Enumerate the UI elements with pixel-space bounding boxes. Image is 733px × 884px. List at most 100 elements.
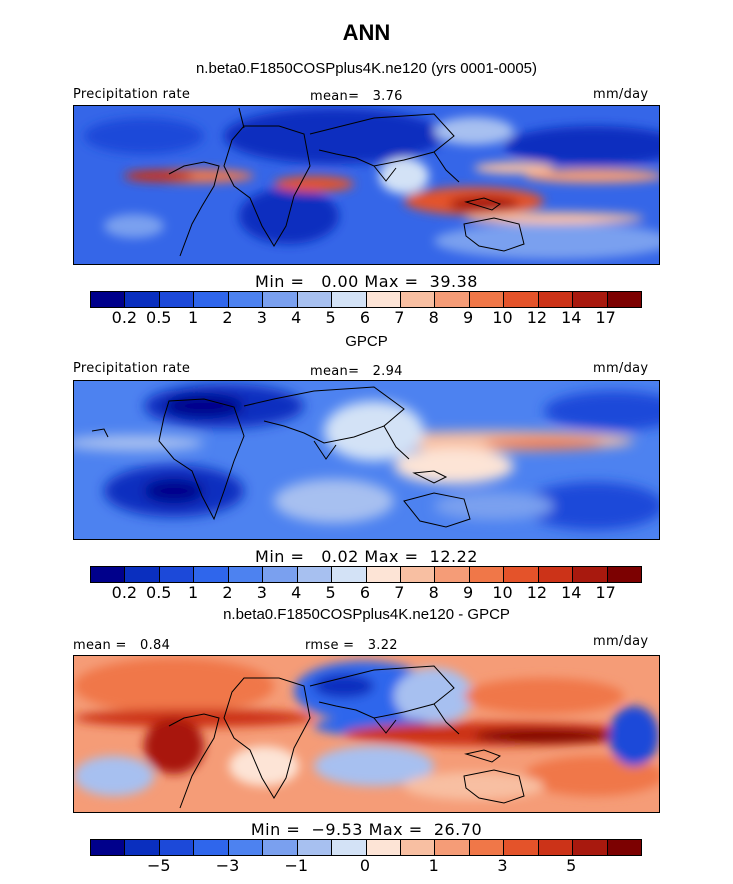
panel3-colorbar-bin	[159, 840, 195, 855]
panel1-colorbar-bin	[435, 292, 470, 307]
panel1-colorbar-tick-label: 2	[222, 308, 233, 327]
panel1-colorbar-bin	[297, 292, 333, 307]
figure-subtitle: n.beta0.F1850COSPplus4K.ne120 (yrs 0001-…	[195, 60, 538, 77]
panel1-colorbar-ticks: 0.2 0.5 1 2 3 4 5 6 7 8 9 10 12 14 17	[90, 308, 640, 328]
panel2-colorbar-tick-label: 1	[188, 583, 199, 602]
panel1-min-max: Min = 0.00 Max = 39.38	[255, 272, 478, 291]
panel2-contour-field	[74, 381, 659, 539]
panel2-colorbar-tick-label: 8	[428, 583, 439, 602]
panel1-colorbar-bin	[400, 292, 436, 307]
panel1-colorbar-tick-label: 5	[325, 308, 336, 327]
panel3-colorbar-tick-label: −1	[284, 856, 309, 875]
panel1-mean: mean= 3.76	[310, 89, 403, 104]
panel3-colorbar-bin	[400, 840, 436, 855]
panel3-colorbar-bin	[504, 840, 539, 855]
panel1-colorbar-bin	[125, 292, 160, 307]
panel2-colorbar-ticks: 0.2 0.5 1 2 3 4 5 6 7 8 9 10 12 14 17	[90, 583, 640, 603]
panel2-precip-map	[73, 380, 660, 540]
panel3-mean: mean = 0.84	[73, 638, 171, 653]
panel2-colorbar-tick-label: 6	[359, 583, 371, 602]
panel2-colorbar-bin	[228, 567, 264, 582]
panel1-colorbar-bin	[538, 292, 574, 307]
panel2-colorbar-bin	[263, 567, 298, 582]
panel2-colorbar-bin	[400, 567, 436, 582]
panel1-colorbar-tick-label: 12	[526, 308, 548, 327]
panel2-colorbar-bin	[297, 567, 333, 582]
panel2-colorbar-tick-label: 7	[394, 583, 405, 602]
panel3-colorbar-bin	[607, 840, 641, 855]
panel3-colorbar-bin	[228, 840, 264, 855]
panel2-min-max: Min = 0.02 Max = 12.22	[255, 547, 478, 566]
panel3-colorbar-tick-label: −3	[215, 856, 240, 875]
panel2-colorbar-tick-label: 9	[463, 583, 474, 602]
panel2-colorbar-bin	[573, 567, 608, 582]
panel2-colorbar-bin	[435, 567, 470, 582]
panel1-precip-map	[73, 105, 660, 265]
panel2-units: mm/day	[593, 361, 649, 376]
panel3-difference-map	[73, 655, 660, 813]
panel1-colorbar-tick-label: 4	[291, 308, 302, 327]
panel3-colorbar-bin	[573, 840, 608, 855]
panel1-colorbar	[90, 291, 642, 308]
panel3-colorbar-bin	[91, 840, 126, 855]
panel2-colorbar-bin	[607, 567, 641, 582]
panel2-colorbar-tick-label: 0.2	[111, 583, 138, 602]
panel2-variable-label: Precipitation rate	[73, 361, 191, 376]
panel3-colorbar-bin	[435, 840, 470, 855]
panel3-colorbar-bin	[263, 840, 298, 855]
panel2-colorbar-bin	[332, 567, 367, 582]
panel3-colorbar-tick-label: 0	[359, 856, 371, 875]
panel2-colorbar-tick-label: 17	[595, 583, 616, 602]
panel3-contour-field	[74, 656, 659, 812]
panel1-colorbar-tick-label: 7	[394, 308, 405, 327]
panel1-colorbar-tick-label: 17	[595, 308, 616, 327]
panel1-colorbar-bin	[332, 292, 367, 307]
panel1-colorbar-tick-label: 14	[561, 308, 582, 327]
panel3-colorbar-tick-label: 5	[566, 856, 577, 875]
panel2-colorbar-bin	[538, 567, 574, 582]
panel3-title: n.beta0.F1850COSPplus4K.ne120 - GPCP	[223, 606, 510, 623]
panel2-colorbar-tick-label: 14	[561, 583, 582, 602]
panel2-colorbar-bin	[469, 567, 505, 582]
panel2-colorbar-tick-label: 10	[492, 583, 513, 602]
panel3-colorbar-bin	[538, 840, 574, 855]
panel1-colorbar-bin	[263, 292, 298, 307]
panel1-colorbar-tick-label: 1	[188, 308, 199, 327]
panel1-colorbar-bin	[91, 292, 126, 307]
panel3-colorbar	[90, 839, 642, 856]
panel2-colorbar-tick-label: 2	[222, 583, 233, 602]
panel1-colorbar-bin	[469, 292, 505, 307]
panel3-colorbar-ticks: −5 −3 −1 0 1 3 5	[90, 856, 640, 876]
panel1-colorbar-tick-label: 10	[492, 308, 513, 327]
panel2-title: GPCP	[345, 333, 388, 350]
panel3-colorbar-bin	[297, 840, 333, 855]
panel2-colorbar-tick-label: 3	[256, 583, 267, 602]
panel2-colorbar-tick-label: 4	[291, 583, 302, 602]
panel1-colorbar-tick-label: 0.5	[146, 308, 172, 327]
panel1-colorbar-tick-label: 0.2	[111, 308, 138, 327]
panel3-colorbar-bin	[194, 840, 229, 855]
panel2-colorbar-bin	[194, 567, 229, 582]
figure-title: ANN	[342, 20, 391, 45]
panel3-colorbar-tick-label: −5	[146, 856, 171, 875]
panel2-colorbar-bin	[125, 567, 160, 582]
panel1-colorbar-bin	[607, 292, 641, 307]
panel3-colorbar-bin	[332, 840, 367, 855]
panel1-colorbar-tick-label: 6	[359, 308, 371, 327]
panel2-colorbar-bin	[159, 567, 195, 582]
panel1-colorbar-bin	[228, 292, 264, 307]
panel1-colorbar-tick-label: 8	[428, 308, 439, 327]
panel2-colorbar-bin	[91, 567, 126, 582]
panel3-colorbar-bin	[125, 840, 160, 855]
panel2-colorbar-tick-label: 5	[325, 583, 336, 602]
panel3-colorbar-tick-label: 3	[497, 856, 508, 875]
panel1-colorbar-bin	[366, 292, 401, 307]
panel2-colorbar-tick-label: 12	[526, 583, 548, 602]
panel1-colorbar-bin	[194, 292, 229, 307]
panel2-colorbar-bin	[366, 567, 401, 582]
panel3-units: mm/day	[593, 634, 649, 649]
panel1-colorbar-bin	[504, 292, 539, 307]
panel3-colorbar-tick-label: 1	[428, 856, 439, 875]
panel1-contour-field	[74, 106, 659, 264]
panel3-colorbar-bin	[366, 840, 401, 855]
